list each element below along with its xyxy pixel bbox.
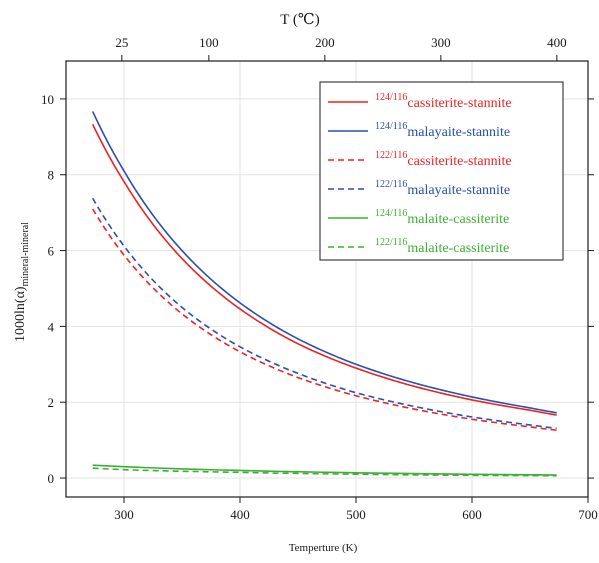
x-tick-label: 400 [230,507,250,522]
legend-isotope-label: 122/116 [375,150,407,161]
series-line-1 [91,111,557,414]
y-tick-label: 0 [48,471,55,486]
y-tick-label: 8 [48,168,55,183]
legend-isotope-label: 124/116 [375,208,407,219]
y-axis-title: 1000ln(α)mineral-mineral [13,222,31,342]
legend-isotope-label: 124/116 [375,121,407,132]
legend-series-name: malaite-cassiterite [407,241,509,256]
legend-isotope-label: 122/116 [375,237,407,248]
y-tick-label: 6 [48,244,55,259]
legend-series-name: cassiterite-stannite [407,154,511,169]
y-tick-label: 10 [41,92,54,107]
legend-box [319,81,564,261]
legend-entry: 124/116malayaite-stannite [375,121,510,140]
top-tick-label: 400 [547,35,567,50]
x-tick-label: 500 [346,507,366,522]
plot-frame [65,60,589,498]
series-line-4 [92,464,557,476]
legend-isotope-label: 124/116 [375,92,407,103]
x-tick-label: 700 [578,507,598,522]
top-tick-label: 300 [431,35,451,50]
top-tick-label: 200 [315,35,335,50]
legend-isotope-label: 122/116 [375,179,407,190]
legend-entry: 122/116malaite-cassiterite [375,237,509,256]
series-layer [91,111,557,477]
y-axis-title-main: 1000ln(α) [13,286,28,342]
x-tick-label: 300 [114,507,134,522]
series-line-2 [91,208,557,432]
legend-series-name: malayaite-stannite [407,183,510,198]
series-line-5 [92,467,557,477]
series-line-3 [91,197,557,430]
top-axis-title: T (℃) [280,12,319,28]
y-tick-label: 4 [48,319,55,334]
legend-entry: 122/116cassiterite-stannite [375,150,512,169]
x-tick-label: 600 [462,507,482,522]
legend-series-name: malayaite-stannite [407,125,510,140]
x-axis-title: Temperture (K) [289,542,358,554]
legend-entry: 124/116cassiterite-stannite [375,92,512,111]
series-line-0 [91,123,557,416]
y-axis-title-sub: mineral-mineral [20,222,31,287]
top-tick-label: 25 [115,35,128,50]
legend-series-name: cassiterite-stannite [407,96,511,111]
ticks-layer: 300 400 500 600 700 0 2 4 6 8 10 25 100 200 300 400 [41,35,598,522]
top-tick-label: 100 [199,35,219,50]
legend-entry: 124/116malaite-cassiterite [375,208,509,227]
legend-series-name: malaite-cassiterite [407,212,509,227]
legend-entry: 122/116malayaite-stannite [375,179,510,198]
y-tick-label: 2 [48,395,55,410]
legend: 124/116cassiterite-stannite124/116malaya… [328,92,512,256]
